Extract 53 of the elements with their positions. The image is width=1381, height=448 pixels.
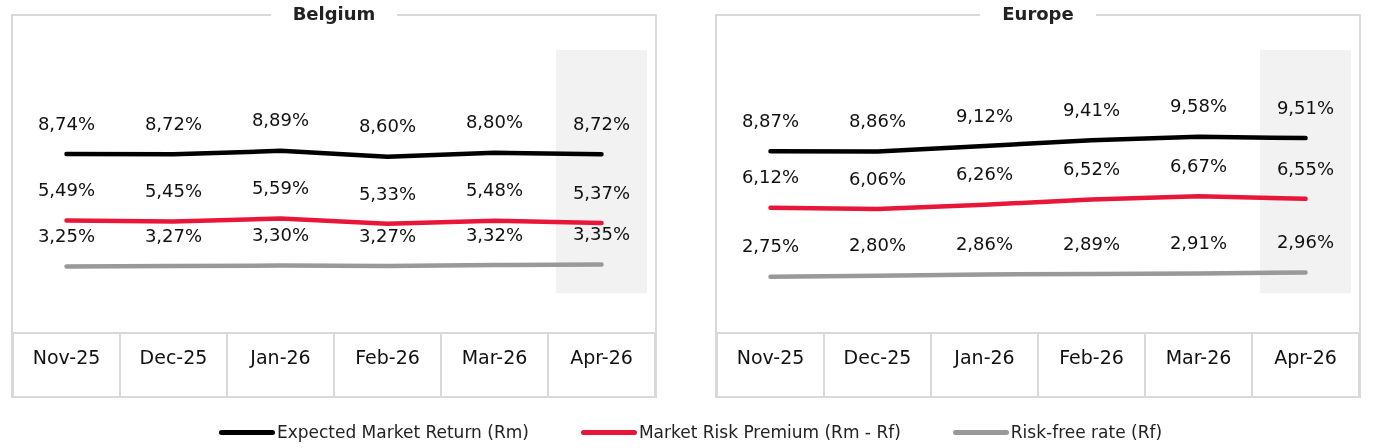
data-label: 8,86% (848, 110, 907, 132)
data-label: 2,91% (1169, 232, 1228, 254)
x-tick-label: Nov-25 (736, 345, 805, 368)
data-label: 3,30% (251, 224, 310, 246)
legend-label: Risk-free rate (Rf) (1010, 422, 1163, 442)
data-label: 6,52% (1062, 158, 1121, 180)
data-label: 2,75% (741, 235, 800, 257)
x-tick-label: Apr-26 (1274, 345, 1337, 368)
data-label: 6,67% (1169, 155, 1228, 177)
chart-title: Europe (980, 3, 1096, 24)
data-label: 9,51% (1276, 96, 1335, 118)
data-label: 6,12% (741, 166, 800, 188)
x-tick-label: Dec-25 (139, 345, 208, 368)
data-label: 3,27% (144, 224, 203, 246)
data-label: 8,60% (358, 115, 417, 137)
x-tick-label: Dec-25 (843, 345, 912, 368)
data-label: 9,12% (955, 104, 1014, 126)
data-label: 3,25% (37, 225, 96, 247)
x-tick-label: Apr-26 (570, 345, 633, 368)
data-label: 8,80% (465, 111, 524, 133)
legend-label: Market Risk Premium (Rm - Rf) (638, 422, 901, 442)
data-label: 5,59% (251, 177, 310, 199)
data-label: 9,41% (1062, 98, 1121, 120)
data-label: 8,74% (37, 112, 96, 134)
data-label: 5,49% (37, 179, 96, 201)
data-label: 2,80% (848, 234, 907, 256)
x-tick-label: Feb-26 (355, 345, 420, 368)
data-label: 5,45% (144, 180, 203, 202)
data-label: 5,37% (572, 181, 631, 203)
data-label: 6,26% (955, 163, 1014, 185)
data-label: 3,27% (358, 224, 417, 246)
data-label: 9,58% (1169, 95, 1228, 117)
data-label: 5,48% (465, 179, 524, 201)
data-label: 6,55% (1276, 157, 1335, 179)
chart-title: Belgium (270, 3, 398, 24)
x-tick-label: Nov-25 (32, 345, 101, 368)
data-label: 2,96% (1276, 231, 1335, 253)
x-tick-label: Jan-26 (953, 345, 1015, 368)
x-tick-label: Jan-26 (249, 345, 311, 368)
data-label: 3,32% (465, 223, 524, 245)
data-label: 6,06% (848, 167, 907, 189)
data-label: 3,35% (572, 223, 631, 245)
x-tick-label: Mar-26 (461, 345, 528, 368)
legend-label: Expected Market Return (Rm) (276, 422, 529, 442)
data-label: 2,89% (1062, 232, 1121, 254)
data-label: 8,72% (144, 112, 203, 134)
data-label: 2,86% (955, 233, 1014, 255)
x-tick-label: Feb-26 (1059, 345, 1124, 368)
data-label: 8,72% (572, 112, 631, 134)
data-label: 8,87% (741, 109, 800, 131)
x-tick-label: Mar-26 (1165, 345, 1232, 368)
data-label: 8,89% (251, 109, 310, 131)
data-label: 5,33% (358, 182, 417, 204)
